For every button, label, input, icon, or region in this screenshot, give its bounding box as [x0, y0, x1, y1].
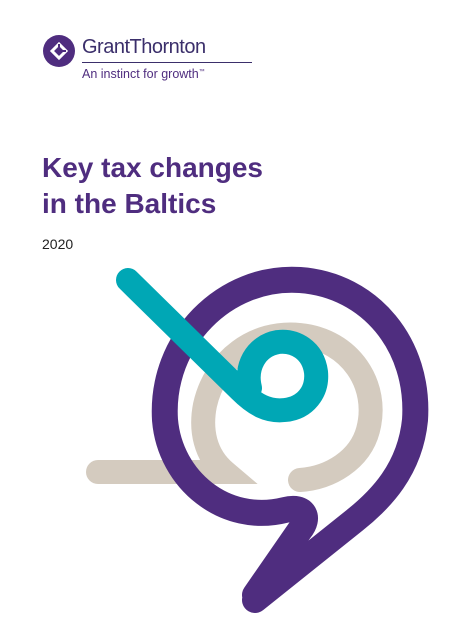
report-year: 2020 [42, 236, 74, 252]
grant-thornton-logo-icon [43, 35, 75, 67]
title-line-1: Key tax changes [42, 152, 263, 183]
brand-divider [82, 62, 252, 63]
brand-name: GrantThornton [82, 36, 206, 58]
title-line-2: in the Baltics [42, 188, 217, 219]
spiral-graphic [86, 266, 429, 613]
report-title: Key tax changes in the Baltics [42, 150, 263, 222]
beige-spiral-line [86, 322, 383, 492]
purple-spiral-line [151, 266, 429, 613]
teal-spiral-line [116, 268, 329, 423]
brand-tagline: An instinct for growth™ [82, 67, 205, 81]
